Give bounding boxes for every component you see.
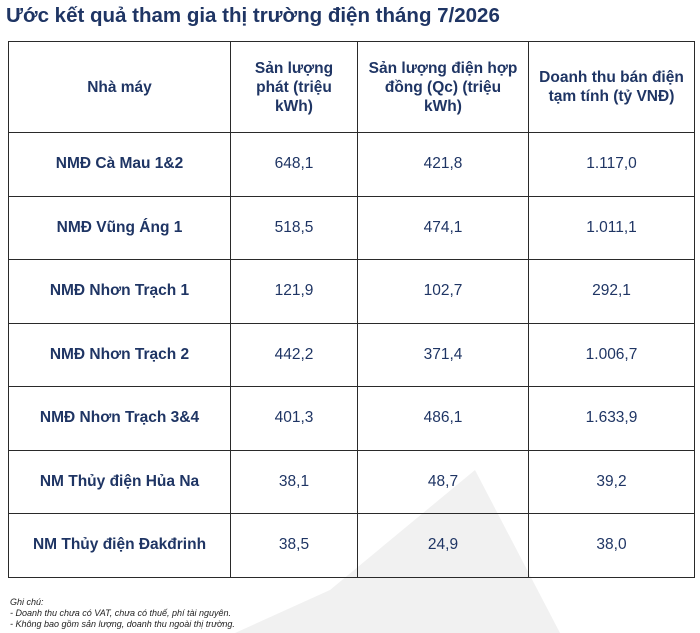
footnotes: Ghi chú: - Doanh thu chưa có VAT, chưa c…	[10, 597, 235, 630]
plant-name: NMĐ Nhơn Trạch 1	[8, 259, 231, 324]
plant-name: NMĐ Nhơn Trạch 2	[8, 322, 231, 387]
table-row: NMĐ Nhơn Trạch 1 121,9 102,7 292,1	[8, 259, 695, 324]
revenue-value: 1.633,9	[528, 386, 695, 451]
header-contract-output: Sản lượng điện hợp đồng (Qc) (triệu kWh)	[357, 41, 529, 133]
table-row: NMĐ Nhơn Trạch 3&4 401,3 486,1 1.633,9	[8, 386, 695, 451]
footnote-heading: Ghi chú:	[10, 597, 44, 607]
revenue-value: 1.011,1	[528, 195, 695, 260]
table-header-row: Nhà máy Sản lượng phát (triệu kWh) Sản l…	[8, 41, 695, 133]
plant-name: NM Thủy điện Đakđrinh	[8, 513, 231, 578]
header-plant: Nhà máy	[8, 41, 231, 133]
table-row: NMĐ Nhơn Trạch 2 442,2 371,4 1.006,7	[8, 322, 695, 387]
revenue-value: 39,2	[528, 449, 695, 514]
footnote-line: - Không bao gồm sản lượng, doanh thu ngo…	[10, 619, 235, 629]
market-results-table: Nhà máy Sản lượng phát (triệu kWh) Sản l…	[8, 41, 695, 578]
contract-output-value: 48,7	[357, 449, 529, 514]
output-value: 38,1	[230, 449, 358, 514]
contract-output-value: 421,8	[357, 132, 529, 197]
table-row: NMĐ Cà Mau 1&2 648,1 421,8 1.117,0	[8, 132, 695, 197]
output-value: 442,2	[230, 322, 358, 387]
header-revenue: Doanh thu bán điện tạm tính (tỷ VNĐ)	[528, 41, 695, 133]
plant-name: NMĐ Vũng Áng 1	[8, 195, 231, 260]
plant-name: NM Thủy điện Hủa Na	[8, 449, 231, 514]
output-value: 121,9	[230, 259, 358, 324]
page-title: Ước kết quả tham gia thị trường điện thá…	[6, 4, 500, 27]
table-row: NM Thủy điện Hủa Na 38,1 48,7 39,2	[8, 449, 695, 514]
plant-name: NMĐ Cà Mau 1&2	[8, 132, 231, 197]
output-value: 401,3	[230, 386, 358, 451]
plant-name: NMĐ Nhơn Trạch 3&4	[8, 386, 231, 451]
contract-output-value: 24,9	[357, 513, 529, 578]
revenue-value: 1.117,0	[528, 132, 695, 197]
contract-output-value: 102,7	[357, 259, 529, 324]
revenue-value: 292,1	[528, 259, 695, 324]
table-row: NMĐ Vũng Áng 1 518,5 474,1 1.011,1	[8, 195, 695, 260]
contract-output-value: 371,4	[357, 322, 529, 387]
revenue-value: 38,0	[528, 513, 695, 578]
contract-output-value: 486,1	[357, 386, 529, 451]
output-value: 38,5	[230, 513, 358, 578]
output-value: 518,5	[230, 195, 358, 260]
header-output: Sản lượng phát (triệu kWh)	[230, 41, 358, 133]
output-value: 648,1	[230, 132, 358, 197]
footnote-line: - Doanh thu chưa có VAT, chưa có thuế, p…	[10, 608, 232, 618]
revenue-value: 1.006,7	[528, 322, 695, 387]
table-row: NM Thủy điện Đakđrinh 38,5 24,9 38,0	[8, 513, 695, 578]
contract-output-value: 474,1	[357, 195, 529, 260]
